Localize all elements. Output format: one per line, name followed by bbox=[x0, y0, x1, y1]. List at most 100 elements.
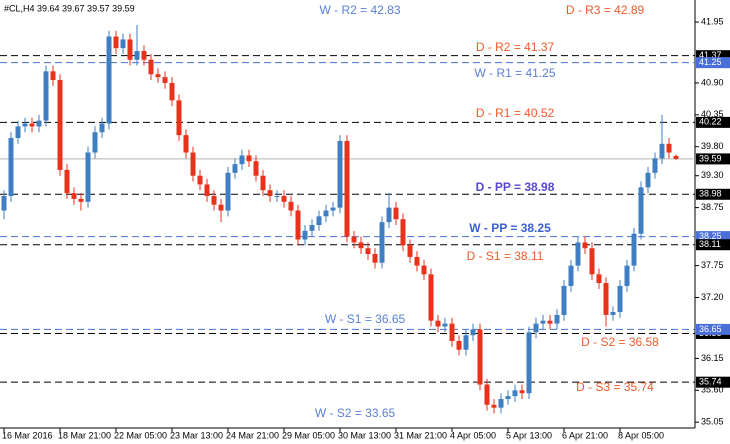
y-tick-label: 40.35 bbox=[701, 109, 724, 119]
candle-body bbox=[505, 396, 511, 400]
candle-body bbox=[456, 341, 462, 350]
candle-body bbox=[92, 132, 98, 153]
candle-body bbox=[512, 390, 518, 397]
candle-body bbox=[330, 207, 336, 211]
candle-body bbox=[36, 120, 42, 127]
candle-body bbox=[652, 158, 658, 173]
candle-body bbox=[204, 184, 210, 197]
level-box bbox=[696, 116, 730, 128]
candle-body bbox=[78, 198, 84, 202]
candle-body bbox=[106, 36, 112, 124]
candle-body bbox=[561, 285, 567, 315]
candle-body bbox=[302, 230, 308, 240]
candle-body bbox=[463, 335, 469, 350]
candle-body bbox=[15, 126, 21, 139]
level-label: 38.25 bbox=[699, 231, 722, 241]
candle-body bbox=[491, 404, 497, 408]
candle-body bbox=[183, 135, 189, 153]
y-tick-label: 40.90 bbox=[701, 77, 724, 87]
candle-body bbox=[575, 242, 581, 266]
candle-body bbox=[190, 152, 196, 176]
level-box bbox=[696, 239, 730, 251]
candle-body bbox=[281, 196, 287, 202]
candle-body bbox=[351, 236, 357, 243]
candle-body bbox=[638, 187, 644, 234]
x-tick-label: 8 Apr 05:00 bbox=[618, 430, 664, 440]
candle-body bbox=[309, 225, 315, 231]
x-tick-label: 24 Mar 21:00 bbox=[226, 430, 279, 440]
candle-body bbox=[8, 138, 14, 197]
candle-body bbox=[659, 143, 665, 159]
candle-body bbox=[148, 59, 154, 75]
chart-title: #CL,H4 39.64 39.67 39.57 39.59 bbox=[4, 3, 135, 13]
level-label: 40.22 bbox=[699, 117, 722, 127]
y-tick-label: 41.95 bbox=[701, 16, 724, 26]
level-label: 38.98 bbox=[699, 189, 722, 199]
candle-body bbox=[225, 172, 231, 211]
candle-body bbox=[421, 265, 427, 275]
x-tick-label: 16 Mar 2016 bbox=[2, 430, 53, 440]
level-annotation: D - R3 = 42.89 bbox=[566, 3, 645, 17]
candle-body bbox=[526, 332, 532, 394]
candle-body bbox=[645, 172, 651, 188]
y-tick-label: 39.80 bbox=[701, 141, 724, 151]
candle-body bbox=[176, 100, 182, 136]
candle-body bbox=[169, 82, 175, 101]
candle-body bbox=[232, 164, 238, 173]
candle-body bbox=[197, 175, 203, 185]
candle-body bbox=[57, 80, 63, 170]
candle-body bbox=[323, 210, 329, 217]
candle-body bbox=[358, 242, 364, 249]
y-tick-label: 37.75 bbox=[701, 260, 724, 270]
candle-body bbox=[428, 274, 434, 321]
candle-body bbox=[344, 140, 350, 237]
candle-body bbox=[407, 245, 413, 257]
candle-body bbox=[582, 242, 588, 249]
candle-body bbox=[253, 161, 259, 176]
candle-body bbox=[141, 51, 147, 60]
x-tick-label: 30 Mar 13:00 bbox=[338, 430, 391, 440]
candle-body bbox=[540, 320, 546, 324]
level-box bbox=[696, 323, 730, 335]
candle-body bbox=[113, 36, 119, 49]
level-box bbox=[696, 231, 730, 243]
candle-body bbox=[568, 265, 574, 286]
level-annotation: W - R1 = 41.25 bbox=[474, 66, 555, 80]
y-tick-label: 37.20 bbox=[701, 292, 724, 302]
candle-body bbox=[624, 265, 630, 286]
level-annotation: D - R2 = 41.37 bbox=[476, 40, 555, 54]
candle-body bbox=[127, 39, 133, 60]
candle-body bbox=[603, 283, 609, 315]
candle-body bbox=[50, 71, 56, 81]
level-box bbox=[696, 57, 730, 69]
x-tick-label: 6 Apr 21:00 bbox=[562, 430, 608, 440]
candle-body bbox=[400, 219, 406, 246]
candle-body bbox=[393, 207, 399, 220]
level-annotation: W - S2 = 33.65 bbox=[315, 406, 396, 420]
candle-body bbox=[71, 193, 77, 199]
level-label: 38.11 bbox=[699, 239, 721, 249]
x-tick-label: 31 Mar 21:00 bbox=[394, 430, 447, 440]
candle-body bbox=[288, 201, 294, 211]
candle-body bbox=[547, 320, 553, 324]
candle-body bbox=[449, 323, 455, 342]
candle-body bbox=[379, 222, 385, 263]
candle-body bbox=[498, 399, 504, 408]
candle-body bbox=[239, 155, 245, 165]
x-tick-label: 18 Mar 21:00 bbox=[58, 430, 111, 440]
x-tick-label: 5 Apr 13:00 bbox=[506, 430, 552, 440]
x-tick-label: 23 Mar 13:00 bbox=[170, 430, 223, 440]
level-annotation: D - S3 = 35.74 bbox=[576, 380, 654, 394]
candle-body bbox=[43, 71, 49, 121]
candle-body bbox=[295, 210, 301, 240]
candle-body bbox=[365, 248, 371, 255]
candle-body bbox=[29, 123, 35, 127]
price-box bbox=[696, 153, 730, 165]
y-tick-label: 38.75 bbox=[701, 202, 724, 212]
candle-body bbox=[218, 204, 224, 211]
y-tick-label: 35.05 bbox=[701, 417, 724, 427]
candle-body bbox=[22, 123, 28, 127]
candle-body bbox=[316, 216, 322, 226]
